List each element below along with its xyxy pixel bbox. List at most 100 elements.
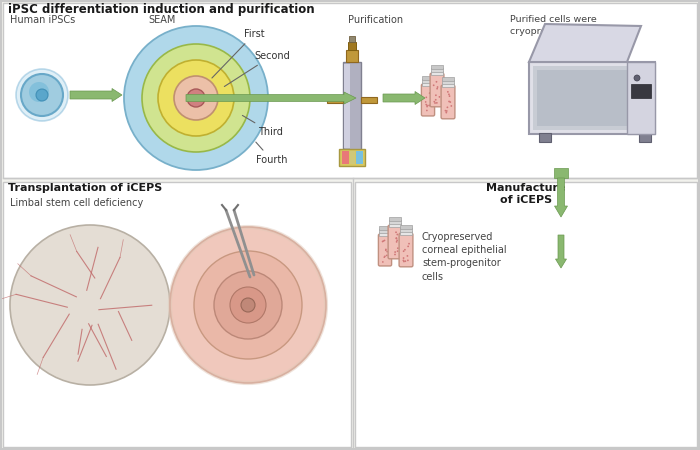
Text: Purified cells were
cryopreserved for storage: Purified cells were cryopreserved for st… — [510, 15, 634, 36]
Circle shape — [402, 257, 405, 259]
Circle shape — [436, 88, 438, 90]
Circle shape — [437, 86, 438, 88]
Bar — [346, 50, 358, 62]
Bar — [554, 168, 568, 178]
Text: SEAM: SEAM — [148, 15, 176, 25]
Bar — [389, 217, 401, 220]
Circle shape — [142, 44, 250, 152]
Circle shape — [385, 248, 386, 250]
Bar — [422, 82, 433, 86]
Circle shape — [383, 240, 384, 242]
Circle shape — [425, 101, 426, 103]
Bar — [339, 149, 365, 166]
FancyBboxPatch shape — [441, 85, 455, 119]
Circle shape — [16, 69, 68, 121]
Text: iPSC differentiation induction and purification: iPSC differentiation induction and purif… — [8, 3, 314, 16]
Bar — [3, 182, 351, 447]
Bar — [361, 97, 377, 103]
Bar — [631, 84, 651, 98]
Circle shape — [395, 238, 398, 239]
Circle shape — [445, 112, 447, 113]
Circle shape — [407, 260, 409, 261]
Text: Fourth: Fourth — [256, 142, 288, 165]
Circle shape — [447, 91, 449, 93]
Circle shape — [395, 241, 398, 243]
Circle shape — [450, 105, 452, 107]
Circle shape — [194, 251, 302, 359]
FancyArrow shape — [383, 91, 425, 104]
Circle shape — [385, 249, 386, 251]
Circle shape — [402, 250, 405, 252]
FancyArrow shape — [554, 178, 568, 217]
Circle shape — [448, 100, 450, 102]
Circle shape — [426, 106, 428, 108]
FancyBboxPatch shape — [430, 73, 444, 107]
FancyBboxPatch shape — [421, 84, 435, 116]
Bar — [442, 80, 454, 84]
Text: Cryopreserved
corneal epithelial
stem-progenitor
cells: Cryopreserved corneal epithelial stem-pr… — [422, 232, 507, 282]
Bar — [431, 71, 443, 75]
Circle shape — [444, 110, 447, 112]
Circle shape — [429, 105, 430, 106]
Circle shape — [405, 260, 406, 262]
Circle shape — [187, 89, 205, 107]
Bar — [344, 64, 350, 148]
Bar — [422, 79, 433, 82]
Bar — [529, 62, 655, 134]
Circle shape — [429, 92, 430, 94]
Bar — [400, 228, 412, 232]
Bar — [537, 70, 643, 126]
Circle shape — [382, 241, 384, 243]
FancyBboxPatch shape — [399, 233, 413, 267]
Circle shape — [435, 94, 437, 96]
Circle shape — [394, 251, 396, 253]
Circle shape — [447, 107, 448, 108]
Text: Human iPSCs: Human iPSCs — [10, 15, 76, 25]
Text: Transplantation of iCEPS: Transplantation of iCEPS — [8, 183, 162, 193]
Bar — [431, 68, 443, 72]
Circle shape — [174, 76, 218, 120]
Bar — [379, 229, 391, 233]
Bar — [379, 232, 391, 235]
Bar — [349, 36, 355, 42]
Circle shape — [10, 225, 170, 385]
Circle shape — [426, 110, 428, 111]
Bar — [379, 226, 391, 230]
Polygon shape — [529, 24, 641, 62]
Circle shape — [384, 256, 386, 257]
Bar — [422, 76, 433, 80]
Circle shape — [170, 227, 326, 383]
Circle shape — [36, 89, 48, 101]
Text: Second: Second — [224, 51, 290, 86]
Circle shape — [436, 102, 438, 104]
Circle shape — [448, 94, 450, 95]
Circle shape — [449, 101, 452, 103]
Circle shape — [386, 255, 388, 256]
Text: Purification: Purification — [348, 15, 403, 25]
Circle shape — [396, 239, 398, 241]
Bar — [355, 182, 697, 447]
Circle shape — [397, 248, 399, 249]
Text: Manufacture
of iCEPS: Manufacture of iCEPS — [486, 183, 566, 205]
Circle shape — [395, 237, 398, 239]
Circle shape — [446, 110, 447, 112]
Circle shape — [449, 95, 450, 97]
Bar — [389, 223, 401, 227]
Text: Limbal stem cell deficiency: Limbal stem cell deficiency — [10, 198, 144, 208]
Bar — [3, 3, 697, 178]
Bar — [400, 225, 412, 229]
Circle shape — [158, 60, 234, 136]
Bar — [400, 231, 412, 235]
Bar — [356, 151, 363, 164]
Bar — [342, 151, 349, 164]
Bar — [442, 83, 454, 87]
FancyArrow shape — [70, 89, 122, 102]
FancyArrow shape — [556, 235, 566, 268]
Circle shape — [382, 261, 384, 263]
FancyArrow shape — [186, 92, 356, 104]
Circle shape — [384, 256, 385, 258]
Circle shape — [386, 251, 388, 252]
Bar — [533, 66, 651, 130]
Circle shape — [438, 96, 440, 98]
Circle shape — [426, 96, 427, 98]
